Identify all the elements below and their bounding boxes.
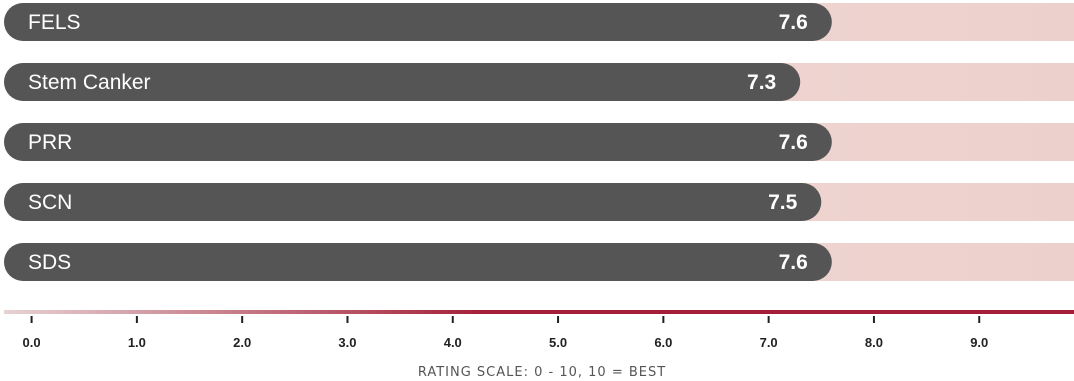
bar-category-label: Stem Canker [28,71,151,94]
x-axis: 0.01.02.03.04.05.06.07.08.09.010 [4,310,1074,350]
bar-value-label: 7.6 [779,251,808,274]
bar-category-label: PRR [28,131,72,154]
bars-layer: FELS 7.6 Stem Canker 7.3 PRR 7.6 SCN 7.5 SDS 7.6 [4,3,1074,281]
tick-label: 8.0 [865,335,883,350]
tick-label: 6.0 [654,335,672,350]
tick-label: 4.0 [444,335,462,350]
tick-label: 9.0 [970,335,988,350]
bar [4,63,801,101]
bar-category-label: SDS [28,251,71,274]
bar [4,243,832,281]
tick-label: 0.0 [23,335,41,350]
tick-mark [557,316,560,323]
bar-category-label: SCN [28,191,72,214]
bar-value-label: 7.6 [779,11,808,34]
tick-mark [978,316,981,323]
bar-category-label: FELS [28,11,81,34]
bar-group-sds: SDS 7.6 [4,243,1074,281]
tick-mark [767,316,770,323]
bar-value-label: 7.5 [768,191,798,214]
bar [4,183,822,221]
tick-label: 1.0 [128,335,146,350]
tick-label: 5.0 [549,335,567,350]
axis-line [4,310,1074,314]
bar [4,3,832,41]
bar-group-scn: SCN 7.5 [4,183,1074,221]
tick-mark [135,316,138,323]
tick-mark [241,316,244,323]
tick-mark [662,316,665,323]
tick-label: 3.0 [338,335,356,350]
tick-mark [451,316,454,323]
x-axis-title: RATING SCALE: 0 - 10, 10 = BEST [418,365,666,380]
bar-group-prr: PRR 7.6 [4,123,1074,161]
bar [4,123,832,161]
tick-label: 7.0 [760,335,778,350]
tick-mark [346,316,349,323]
bar-value-label: 7.3 [747,71,776,94]
bar-group-fels: FELS 7.6 [4,3,1074,41]
tick-label: 2.0 [233,335,251,350]
bar-value-label: 7.6 [779,131,808,154]
bar-group-stem-canker: Stem Canker 7.3 [4,63,1074,101]
tick-mark [872,316,875,323]
tick-mark [30,316,33,323]
